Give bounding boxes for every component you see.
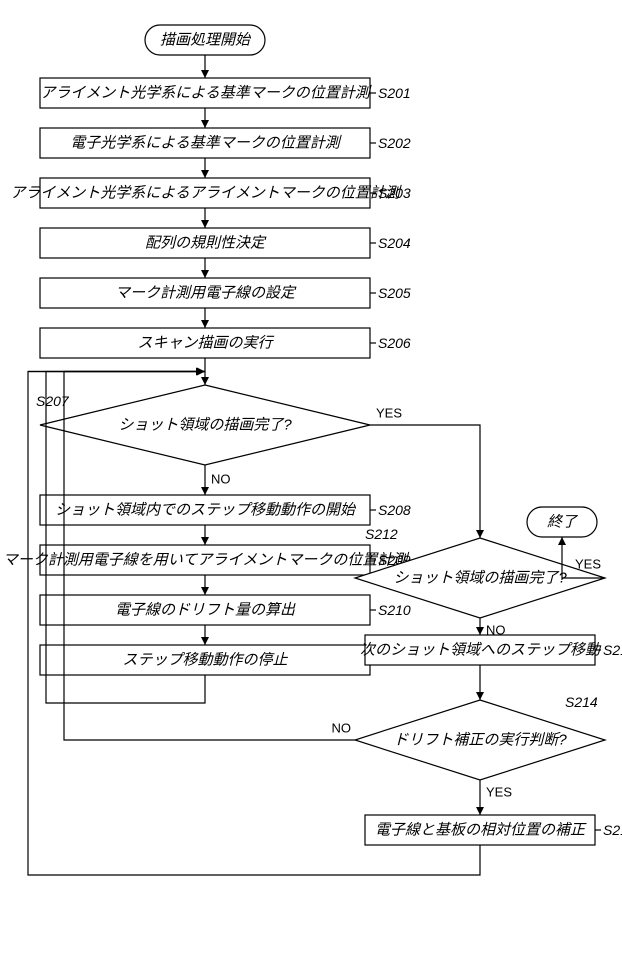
step-S206-label: スキャン描画の実行 [137,335,274,352]
end-terminator: 終了 [527,507,597,537]
s214-no: NO [332,721,352,736]
step-id-S215: S215 [603,822,622,838]
decision-S212-label: ショット領域の描画完了? [393,570,567,587]
step-S205-label: マーク計測用電子線の設定 [115,285,297,302]
step-S205: マーク計測用電子線の設定 S205 [40,278,411,308]
flowchart-canvas: 描画処理開始アライメント光学系による基準マークの位置計測 S201 電子光学系による… [0,0,622,953]
step-id-S204: S204 [378,235,411,251]
step-S201-label: アライメント光学系による基準マークの位置計測 [40,85,372,102]
step-id-S210: S210 [378,602,411,618]
step-S211-label: ステップ移動動作の停止 [122,652,288,669]
decision-S207: ショット領域の描画完了? S207 [36,385,370,465]
step-id-S208: S208 [378,502,411,518]
step-S208: ショット領域内でのステップ移動動作の開始 S208 [40,495,411,525]
step-S204-label: 配列の規則性決定 [145,235,267,252]
s212-yes: YES [575,557,601,572]
step-id-S207: S207 [36,393,70,409]
decision-S207-label: ショット領域の描画完了? [118,417,292,434]
step-S208-label: ショット領域内でのステップ移動動作の開始 [55,502,357,519]
step-id-S214: S214 [565,694,598,710]
step-id-S203: S203 [378,185,411,201]
step-S203-label: アライメント光学系によるアライメントマークの位置計測 [10,185,402,202]
step-S202: 電子光学系による基準マークの位置計測 S202 [40,128,411,158]
step-id-S201: S201 [378,85,411,101]
step-S203: アライメント光学系によるアライメントマークの位置計測S203 [10,178,411,208]
step-id-S205: S205 [378,285,411,301]
step-S204: 配列の規則性決定 S204 [40,228,411,258]
step-id-S212: S212 [365,526,398,542]
step-S215-label: 電子線と基板の相対位置の補正 [375,822,587,839]
step-S210: 電子線のドリフト量の算出 S210 [40,595,411,625]
decision-S214-label: ドリフト補正の実行判断? [393,732,567,749]
decision-S214: ドリフト補正の実行判断? S214 [355,694,605,780]
step-id-S213: S213 [603,642,622,658]
start-terminator: 描画処理開始 [145,25,265,55]
step-id-S206: S206 [378,335,411,351]
step-id-S202: S202 [378,135,411,151]
s207-yes: YES [376,406,402,421]
step-S213: 次のショット領域へのステップ移動S213 [360,635,622,665]
s214-yes: YES [486,785,512,800]
step-S215: 電子線と基板の相対位置の補正 S215 [365,815,622,845]
step-S201: アライメント光学系による基準マークの位置計測 S201 [40,78,411,108]
start-terminator-label: 描画処理開始 [160,32,252,49]
end-terminator-label: 終了 [547,514,579,531]
step-S206: スキャン描画の実行 S206 [40,328,411,358]
step-S202-label: 電子光学系による基準マークの位置計測 [70,135,342,152]
step-S213-label: 次のショット領域へのステップ移動 [360,642,602,659]
step-S210-label: 電子線のドリフト量の算出 [115,602,296,619]
s207-no: NO [211,472,231,487]
step-S211: ステップ移動動作の停止S211 [40,645,410,675]
